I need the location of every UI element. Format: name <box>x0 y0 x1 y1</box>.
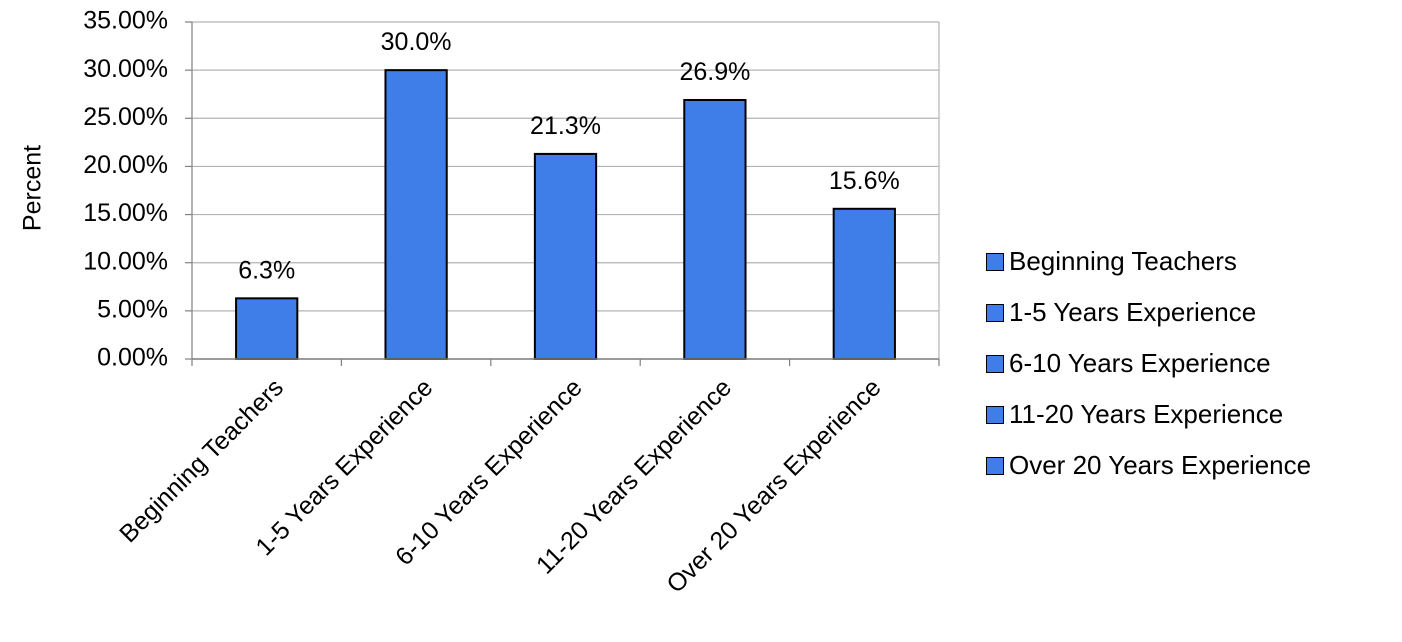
y-axis-ticks: 0.00% 5.00% 10.00% 15.00% 20.00% 25.00% 30.00%… <box>83 7 192 372</box>
legend-swatch <box>986 354 1004 373</box>
legend-swatch <box>986 456 1004 475</box>
y-tick-label: 15.00% <box>83 199 168 227</box>
legend-item: 1-5 Years Experience <box>986 287 1311 338</box>
legend-item: Beginning Teachers <box>986 236 1311 287</box>
legend: Beginning Teachers 1-5 Years Experience 6-… <box>986 236 1311 491</box>
legend-label: 1-5 Years Experience <box>1009 297 1257 327</box>
legend-item: 11-20 Years Experience <box>986 389 1311 440</box>
bar <box>683 98 747 361</box>
bars <box>235 69 896 361</box>
data-label: 15.6% <box>829 167 900 195</box>
bar <box>235 297 299 360</box>
legend-item: 6-10 Years Experience <box>986 338 1311 389</box>
legend-swatch <box>986 303 1004 322</box>
legend-label: Over 20 Years Experience <box>1009 450 1312 480</box>
y-axis-label: Percent <box>19 145 47 231</box>
y-tick-label: 20.00% <box>83 151 168 179</box>
data-labels: 6.3% 30.0% 21.3% 26.9% 15.6% <box>238 28 900 284</box>
y-tick-label: 0.00% <box>97 344 168 372</box>
data-label: 30.0% <box>381 28 452 56</box>
legend-swatch <box>986 405 1004 424</box>
y-tick-label: 25.00% <box>83 103 168 131</box>
legend-item: Over 20 Years Experience <box>986 440 1311 491</box>
legend-swatch <box>986 252 1004 271</box>
data-label: 26.9% <box>679 58 750 86</box>
legend-label: 11-20 Years Experience <box>1009 399 1284 429</box>
bar <box>832 207 896 360</box>
data-label: 21.3% <box>530 112 601 140</box>
y-tick-label: 35.00% <box>83 7 168 35</box>
y-tick-label: 10.00% <box>83 247 168 275</box>
legend-label: 6-10 Years Experience <box>1009 348 1271 378</box>
bar <box>533 152 598 360</box>
y-tick-label: 5.00% <box>97 295 168 323</box>
y-tick-label: 30.00% <box>83 55 168 83</box>
data-label: 6.3% <box>238 256 295 284</box>
x-tick-label: Beginning Teachers <box>114 373 289 548</box>
legend-label: Beginning Teachers <box>1009 246 1237 276</box>
bar <box>384 69 448 361</box>
